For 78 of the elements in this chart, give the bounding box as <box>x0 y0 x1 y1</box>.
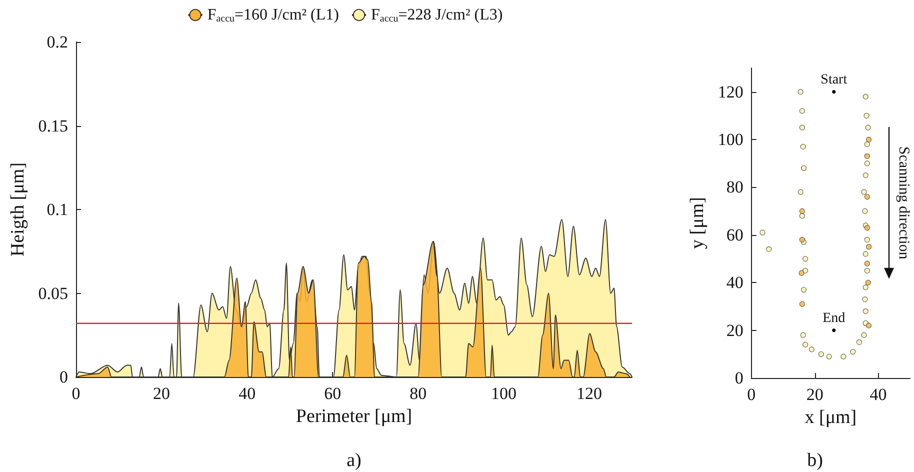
y-tick-label: 100 <box>718 130 744 150</box>
text: b) <box>807 450 823 471</box>
annotation: Scanning direction <box>895 146 912 260</box>
point <box>766 246 772 252</box>
x-tick-label: 80 <box>410 384 427 403</box>
point <box>808 346 814 352</box>
annotation: End <box>822 310 846 326</box>
point <box>864 194 870 200</box>
x-tick-label: 100 <box>490 384 516 403</box>
point <box>799 213 805 219</box>
x-tick-label: 0 <box>747 385 756 404</box>
y-tick-label: 0 <box>734 368 744 388</box>
y-tick-label: 0.15 <box>38 116 68 136</box>
point <box>861 332 867 338</box>
point <box>866 136 872 142</box>
point <box>799 124 805 130</box>
point <box>864 268 870 274</box>
point <box>862 94 868 100</box>
point <box>798 89 804 95</box>
y-tick-label: 0.2 <box>46 32 68 52</box>
y-tick-label: 0.1 <box>46 200 68 219</box>
y-tick-label: 120 <box>718 82 744 102</box>
point <box>850 348 856 355</box>
point <box>865 124 871 130</box>
point <box>864 153 870 160</box>
point <box>840 354 846 360</box>
y-tick-label: 0.05 <box>38 284 68 303</box>
y-tick-label: 80 <box>726 178 744 197</box>
point <box>864 260 870 266</box>
y-tick-label: 0 <box>60 368 68 386</box>
text: a) <box>346 450 362 471</box>
y-tick-label: 20 <box>726 320 744 340</box>
point <box>862 308 868 314</box>
y-tick-label: 40 <box>726 273 744 292</box>
point <box>862 284 868 290</box>
point <box>760 230 766 236</box>
point <box>799 301 805 307</box>
point <box>799 208 805 214</box>
point <box>862 296 868 302</box>
point <box>862 208 868 214</box>
point <box>798 270 804 276</box>
x-tick-label: 120 <box>576 384 602 403</box>
x-axis-title: x [μm] <box>804 407 857 428</box>
point <box>799 108 805 114</box>
point <box>862 172 868 178</box>
point <box>861 189 867 195</box>
point <box>864 236 870 242</box>
x-tick-label: 20 <box>806 385 824 404</box>
point <box>864 142 870 148</box>
point <box>864 112 870 118</box>
x-tick-label: 40 <box>870 385 887 404</box>
x-tick-label: 60 <box>324 384 342 403</box>
point <box>865 280 871 286</box>
point <box>802 342 808 348</box>
x-tick-label: 0 <box>72 384 80 403</box>
y-tick-label: 60 <box>726 225 744 244</box>
point <box>800 332 806 338</box>
point <box>864 224 870 231</box>
point <box>856 339 862 346</box>
x-tick-label: 20 <box>153 384 170 403</box>
annotation: Start <box>820 72 848 88</box>
point <box>866 322 872 328</box>
point <box>866 244 872 250</box>
point <box>798 189 804 195</box>
point <box>802 268 808 274</box>
point <box>800 286 807 293</box>
x-tick-label: 40 <box>238 384 256 403</box>
point <box>800 165 807 171</box>
point <box>800 144 806 150</box>
x-axis-title: Perimeter [μm] <box>296 406 412 427</box>
point <box>826 354 832 360</box>
point <box>862 251 868 257</box>
point <box>799 236 805 242</box>
y-axis-title: Heigth [μm] <box>7 162 28 257</box>
point <box>864 160 870 166</box>
point <box>818 351 824 357</box>
y-axis-title: y [μm] <box>687 197 708 249</box>
point <box>802 256 808 262</box>
